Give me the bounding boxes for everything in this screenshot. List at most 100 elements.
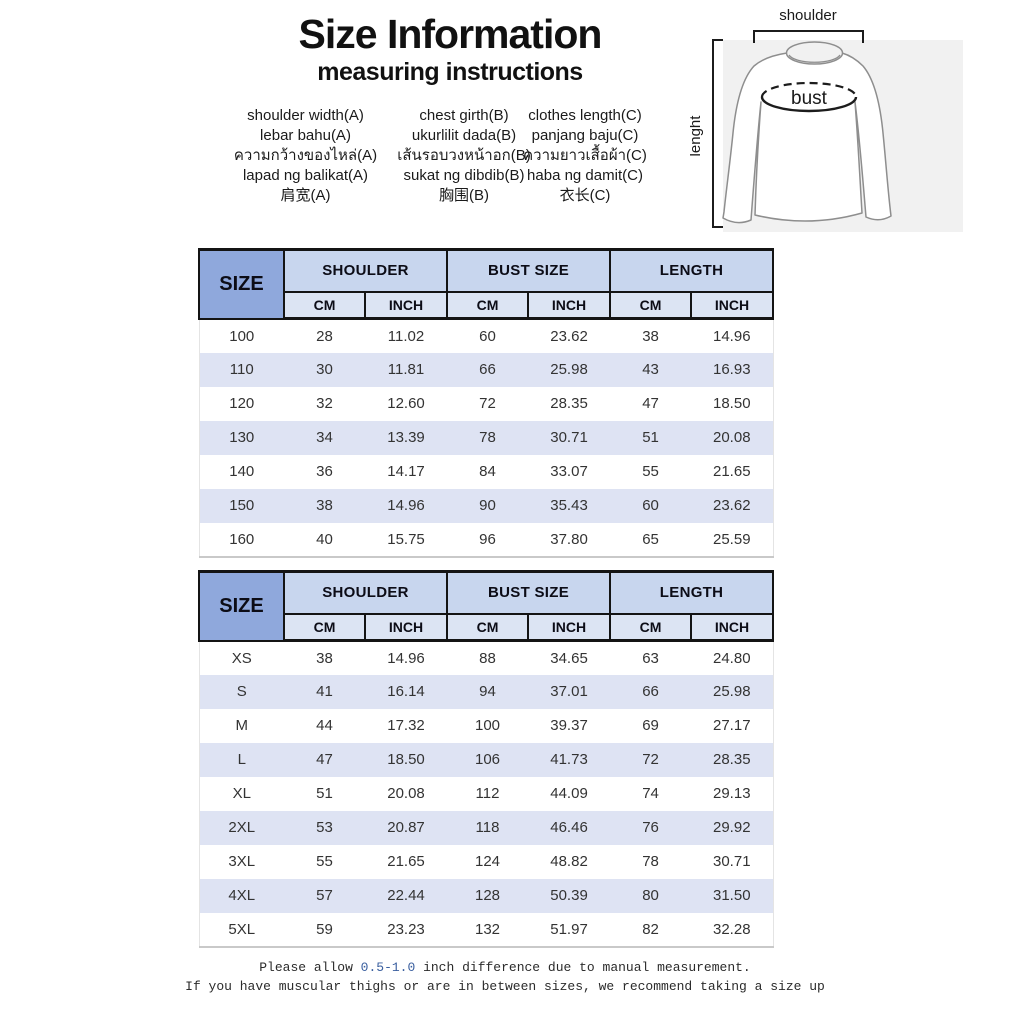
table-cell: 32	[316, 395, 333, 412]
table-cell: 23.62	[691, 488, 774, 523]
measure-label: ความยาวเสื้อผ้า(C)	[523, 147, 647, 164]
cm-header: CM	[446, 290, 530, 320]
table-cell: 20.87	[387, 819, 425, 836]
table-row: 4XL 57 22.44 128 50.39 80 31.50	[198, 878, 774, 913]
table-cell: 23.62	[550, 327, 588, 345]
size-table-numeric: SIZE SHOULDER BUST SIZE LENGTH CM INCH C…	[198, 248, 775, 558]
table-cell: 60	[479, 327, 496, 345]
cm-header: CM	[609, 612, 693, 642]
table-cell: 57	[316, 887, 333, 904]
size-table-letter: SIZE SHOULDER BUST SIZE LENGTH CM INCH C…	[198, 570, 775, 948]
bust-column-header: BUST SIZE	[446, 570, 612, 615]
table-row: XS 38 14.96 88 34.65 63 24.80	[198, 640, 774, 675]
table-cell: 140	[198, 454, 284, 489]
table-cell: 60	[642, 497, 659, 514]
table-cell: 22.44	[387, 887, 425, 904]
length-label: lenght	[690, 115, 704, 157]
note-text: Please allow	[259, 960, 361, 975]
note-line-1: Please allow 0.5-1.0 inch difference due…	[150, 958, 860, 977]
table-cell: 14.17	[387, 463, 425, 480]
measure-label: shoulder width(A)	[247, 107, 364, 124]
table-cell: 100	[475, 717, 501, 734]
table-cell: 124	[475, 853, 501, 870]
table-row: 5XL 59 23.23 132 51.97 82 32.28	[198, 912, 774, 948]
length-bracket	[712, 39, 723, 228]
measure-label: เส้นรอบวงหน้าอก(B)	[397, 147, 531, 164]
table-cell: 14.96	[387, 649, 425, 667]
note-line-2: If you have muscular thighs or are in be…	[185, 979, 825, 994]
table-cell: 72	[642, 751, 659, 768]
inch-header: INCH	[363, 612, 449, 642]
table-cell: 38	[316, 497, 333, 514]
table-cell: 80	[642, 887, 659, 904]
table-cell: 150	[198, 488, 284, 523]
table-cell: 35.43	[550, 497, 588, 514]
table-cell: 72	[479, 395, 496, 412]
table-cell: 53	[316, 819, 333, 836]
table-cell: 31.50	[691, 878, 774, 913]
table-cell: 76	[642, 819, 659, 836]
table-cell: 112	[475, 785, 500, 802]
table-row: M 44 17.32 100 39.37 69 27.17	[198, 708, 774, 743]
table-row: 3XL 55 21.65 124 48.82 78 30.71	[198, 844, 774, 879]
table-cell: 46.46	[550, 819, 588, 836]
measure-label: sukat ng dibdib(B)	[403, 167, 525, 184]
table-cell: 28.35	[550, 395, 588, 412]
table-row: 150 38 14.96 90 35.43 60 23.62	[198, 488, 774, 523]
title-block: Size Information measuring instructions	[190, 10, 710, 86]
table-cell: 88	[479, 649, 496, 667]
table-row: L 47 18.50 106 41.73 72 28.35	[198, 742, 774, 777]
table-cell: 28.35	[691, 742, 774, 777]
measure-label: 胸围(B)	[439, 187, 489, 204]
table-cell: 3XL	[198, 844, 284, 879]
table-cell: 48.82	[550, 853, 588, 870]
measurement-notes: Please allow 0.5-1.0 inch difference due…	[150, 958, 860, 996]
table-cell: 25.59	[691, 522, 774, 558]
table-cell: 29.92	[691, 810, 774, 845]
table-cell: 41	[316, 683, 333, 700]
cm-header: CM	[609, 290, 693, 320]
shirt-diagram: shoulder bust lenght	[687, 0, 1000, 240]
note-text: inch difference due to manual measuremen…	[415, 960, 751, 975]
table-cell: 14.96	[691, 318, 774, 353]
table-row: 2XL 53 20.87 118 46.46 76 29.92	[198, 810, 774, 845]
table-cell: 63	[642, 649, 659, 667]
table-cell: 44.09	[550, 785, 588, 802]
table-cell: 51	[316, 785, 333, 802]
table-cell: 30.71	[550, 429, 588, 446]
table-cell: 43	[642, 361, 659, 378]
table-cell: 51	[642, 429, 659, 446]
page-title: Size Information	[298, 11, 603, 57]
table-cell: 50.39	[550, 887, 588, 904]
table-cell: 12.60	[387, 395, 425, 412]
page-subtitle: measuring instructions	[317, 58, 583, 86]
table-cell: 84	[479, 463, 496, 480]
measure-label: chest girth(B)	[419, 107, 509, 124]
table-cell: 20.08	[691, 420, 774, 455]
shirt-diagram-svg: shoulder bust lenght	[687, 7, 963, 232]
table-cell: 11.81	[387, 361, 425, 378]
table-cell: 30.71	[691, 844, 774, 879]
table-cell: 5XL	[198, 912, 284, 948]
table-cell: 4XL	[198, 878, 284, 913]
table-cell: L	[198, 742, 284, 777]
table-cell: 96	[447, 522, 529, 558]
bust-label: bust	[791, 88, 828, 109]
table-cell: 130	[198, 420, 284, 455]
inch-header: INCH	[690, 290, 775, 320]
measure-label: ความกว้างของไหล่(A)	[233, 147, 378, 164]
table-cell: 34	[316, 429, 333, 446]
table-row: 140 36 14.17 84 33.07 55 21.65	[198, 454, 774, 489]
table-cell: S	[198, 674, 284, 709]
table-cell: 28	[316, 327, 333, 345]
shoulder-column-header: SHOULDER	[282, 248, 449, 293]
table-row: XL 51 20.08 112 44.09 74 29.13	[198, 776, 774, 811]
table-cell: 16.14	[387, 683, 425, 700]
measure-label: clothes length(C)	[528, 107, 642, 124]
table-cell: 25.98	[550, 361, 588, 378]
table-row: 100 28 11.02 60 23.62 38 14.96	[198, 318, 774, 353]
table-cell: 13.39	[387, 429, 425, 446]
table-cell: 132	[447, 912, 529, 948]
measure-label: lebar bahu(A)	[260, 127, 351, 144]
table-row: S 41 16.14 94 37.01 66 25.98	[198, 674, 774, 709]
